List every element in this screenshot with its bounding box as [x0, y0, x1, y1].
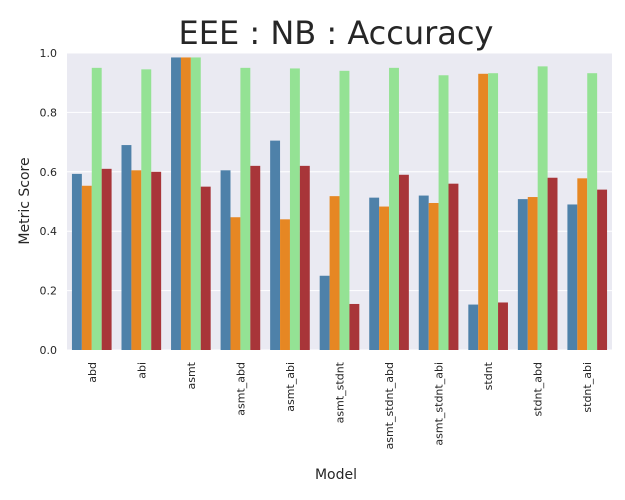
- bar-asmt_stdnt-2: [339, 70, 350, 350]
- x-tick-label: stdnt_abd: [532, 362, 545, 417]
- x-tick-label: stdnt: [482, 361, 495, 390]
- y-axis-label: Metric Score: [17, 157, 33, 244]
- x-tick-label: asmt_abd: [234, 362, 247, 416]
- bar-asmt_abd-0: [220, 170, 231, 350]
- chart-title: EEE : NB : Accuracy: [179, 14, 494, 52]
- bar-asmt_stdnt_abd-0: [369, 197, 380, 350]
- bar-stdnt_abd-1: [527, 197, 538, 350]
- x-tick-label: asmt: [185, 361, 198, 389]
- y-tick-label: 0.8: [40, 106, 58, 119]
- x-tick-label: stdnt_abi: [581, 362, 594, 413]
- bar-abd-2: [91, 67, 102, 350]
- bar-asmt_stdnt_abd-1: [379, 206, 390, 350]
- y-tick-label: 1.0: [40, 47, 58, 60]
- x-tick-label: asmt_stdnt_abi: [433, 362, 446, 446]
- y-tick-label: 0.2: [40, 285, 58, 298]
- bar-asmt-1: [180, 57, 191, 350]
- bar-asmt-2: [190, 57, 201, 350]
- bar-stdnt_abi-1: [577, 178, 588, 350]
- bar-stdnt_abd-3: [547, 177, 558, 350]
- x-tick-label: asmt_abi: [284, 362, 297, 412]
- x-axis-label: Model: [315, 467, 357, 483]
- bar-abi-1: [131, 170, 142, 350]
- bar-stdnt_abi-0: [567, 204, 578, 350]
- bar-stdnt-2: [488, 73, 499, 350]
- bar-asmt_stdnt_abi-0: [418, 195, 429, 350]
- bar-asmt_abd-3: [250, 165, 261, 350]
- bars: [71, 57, 608, 351]
- bar-asmt_stdnt_abi-2: [438, 75, 449, 351]
- bar-asmt_abi-3: [299, 165, 310, 350]
- x-tick-label: abi: [135, 362, 148, 379]
- bar-stdnt-3: [498, 302, 508, 350]
- bar-asmt_abi-2: [289, 68, 300, 350]
- bar-asmt_stdnt-1: [329, 196, 340, 350]
- bar-asmt-0: [171, 57, 181, 350]
- bar-stdnt_abd-2: [537, 66, 548, 351]
- x-tick-label: asmt_stdnt_abd: [383, 362, 396, 450]
- bar-stdnt_abd-0: [517, 199, 528, 350]
- bar-asmt_abi-1: [280, 219, 290, 350]
- bar-abd-0: [71, 173, 82, 350]
- bar-asmt_abd-2: [240, 67, 251, 350]
- bar-asmt_abi-0: [270, 140, 281, 350]
- bar-abd-3: [101, 168, 112, 350]
- y-tick-label: 0.0: [40, 344, 58, 357]
- bar-asmt_stdnt_abi-1: [428, 202, 439, 350]
- bar-stdnt_abi-2: [587, 73, 598, 350]
- bar-stdnt-0: [468, 304, 479, 350]
- y-tick-label: 0.6: [40, 166, 58, 179]
- bar-stdnt_abi-3: [597, 189, 608, 350]
- y-tick-labels: 0.0 0.2 0.4 0.6 0.8 1.0: [40, 47, 58, 357]
- bar-asmt-3: [200, 186, 211, 350]
- bar-asmt_stdnt_abd-3: [398, 174, 409, 350]
- bar-asmt_abd-1: [230, 217, 241, 350]
- bar-abd-1: [81, 185, 92, 350]
- x-tick-labels: abd abi asmt asmt_abd asmt_abi asmt_stdnt asmt…: [86, 361, 594, 449]
- bar-asmt_stdnt-0: [319, 275, 330, 350]
- bar-asmt_stdnt-3: [349, 303, 360, 350]
- x-tick-label: asmt_stdnt: [334, 361, 347, 423]
- bar-asmt_stdnt_abi-3: [448, 183, 459, 350]
- x-tick-label: abd: [86, 362, 99, 383]
- bar-abi-2: [141, 69, 152, 350]
- bar-abi-0: [121, 145, 132, 350]
- bar-stdnt-1: [478, 73, 489, 350]
- y-tick-label: 0.4: [40, 225, 58, 238]
- bar-abi-3: [151, 171, 162, 350]
- bar-asmt_stdnt_abd-2: [389, 67, 399, 350]
